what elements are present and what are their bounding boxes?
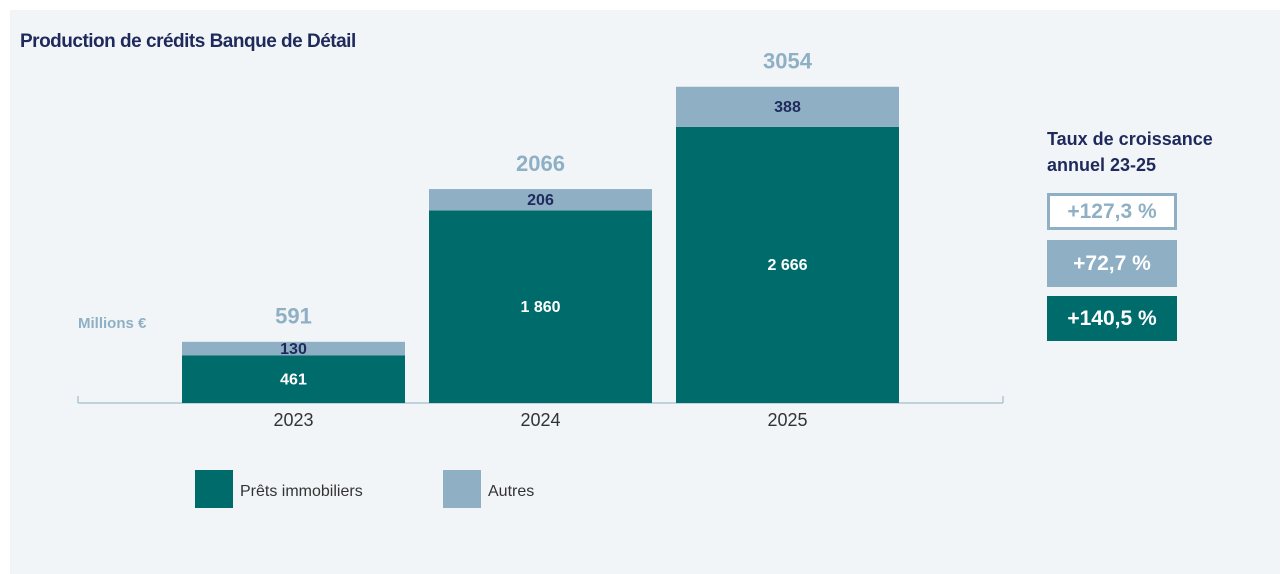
legend-swatch <box>443 470 481 508</box>
x-tick-label: 2023 <box>273 410 313 430</box>
value-label: 206 <box>527 192 554 209</box>
growth-value: +72,7 % <box>1073 252 1151 275</box>
y-axis-label: Millions € <box>78 315 147 332</box>
x-tick-label: 2024 <box>520 410 560 430</box>
growth-value: +127,3 % <box>1067 200 1157 223</box>
growth-title: annuel 23-25 <box>1047 155 1156 175</box>
total-label: 591 <box>275 304 312 329</box>
bar-segment <box>429 210 652 403</box>
legend-label: Autres <box>488 483 534 500</box>
legend-swatch <box>195 470 233 508</box>
value-label: 388 <box>774 99 801 116</box>
growth-box <box>1047 296 1177 341</box>
value-label: 1 860 <box>520 299 560 316</box>
value-label: 130 <box>280 341 307 358</box>
bar-segment <box>676 86 899 127</box>
legend-label: Prêts immobiliers <box>240 483 363 500</box>
bar-segment <box>182 355 405 403</box>
bar-segment <box>182 341 405 356</box>
growth-box <box>1047 240 1177 287</box>
growth-value: +140,5 % <box>1067 307 1157 330</box>
x-tick-label: 2025 <box>767 410 807 430</box>
chart-title: Production de crédits Banque de Détail <box>20 31 356 52</box>
value-label: 461 <box>280 371 307 388</box>
growth-title: Taux de croissance <box>1047 129 1213 149</box>
total-label: 2066 <box>516 151 565 176</box>
value-label: 2 666 <box>767 257 807 274</box>
total-label: 3054 <box>763 49 813 74</box>
growth-box <box>1047 193 1177 230</box>
bar-segment <box>676 126 899 403</box>
bar-segment <box>429 189 652 211</box>
